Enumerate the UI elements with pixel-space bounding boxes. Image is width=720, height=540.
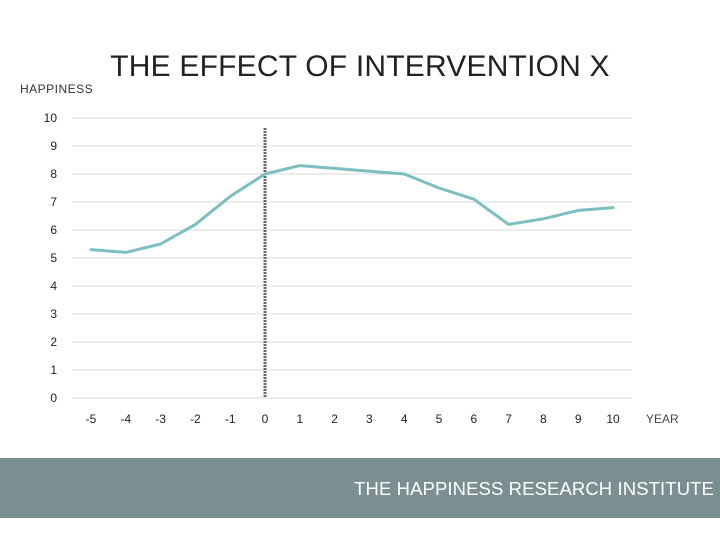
- y-tick-label: 1: [50, 363, 57, 377]
- x-tick-label: 4: [401, 412, 408, 426]
- x-tick-label: 5: [436, 412, 443, 426]
- x-axis-label: YEAR: [646, 412, 679, 426]
- x-tick-label: -1: [225, 412, 236, 426]
- y-tick-label: 3: [50, 307, 57, 321]
- y-tick-label: 4: [50, 279, 57, 293]
- x-tick-label: 8: [540, 412, 547, 426]
- happiness-series-line: [89, 164, 615, 254]
- x-tick-label: -4: [120, 412, 131, 426]
- y-tick-labels: 0 1 2 3 4 5 6 7 8 9 10: [44, 111, 58, 405]
- footer-institute-name: THE HAPPINESS RESEARCH INSTITUTE: [354, 478, 714, 499]
- line-chart: 0 1 2 3 4 5 6 7 8 9 10 -5 -4 -3 -2 -1 0 1 2 3 4 5 6 7 8 9 10 YEAR: [44, 111, 679, 426]
- y-tick-label: 10: [44, 111, 58, 125]
- x-tick-label: -5: [86, 412, 97, 426]
- y-tick-label: 7: [50, 195, 57, 209]
- x-tick-label: 6: [470, 412, 477, 426]
- x-tick-labels: -5 -4 -3 -2 -1 0 1 2 3 4 5 6 7 8 9 10: [86, 412, 620, 426]
- x-tick-label: -2: [190, 412, 201, 426]
- chart-title: THE EFFECT OF INTERVENTION X: [110, 50, 610, 83]
- y-tick-label: 9: [50, 139, 57, 153]
- x-tick-label: 1: [296, 412, 303, 426]
- y-axis-label: HAPPINESS: [20, 82, 94, 96]
- x-tick-label: 10: [606, 412, 620, 426]
- x-tick-label: -3: [155, 412, 166, 426]
- y-tick-label: 8: [50, 167, 57, 181]
- x-tick-label: 9: [575, 412, 582, 426]
- x-tick-label: 3: [366, 412, 373, 426]
- x-tick-label: 0: [262, 412, 269, 426]
- y-tick-label: 0: [50, 391, 57, 405]
- footer-bar: THE HAPPINESS RESEARCH INSTITUTE: [0, 458, 720, 518]
- x-tick-label: 7: [505, 412, 512, 426]
- y-tick-label: 5: [50, 251, 57, 265]
- y-tick-label: 6: [50, 223, 57, 237]
- x-tick-label: 2: [331, 412, 338, 426]
- y-tick-label: 2: [50, 335, 57, 349]
- gridlines: [72, 117, 632, 399]
